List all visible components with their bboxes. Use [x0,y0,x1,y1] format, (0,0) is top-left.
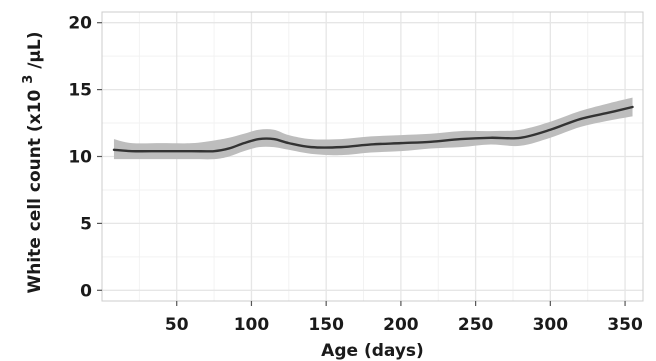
y-tick-label: 0 [80,281,92,301]
x-tick-label: 100 [234,315,270,335]
x-tick-label: 150 [308,315,344,335]
y-axis-label: White cell count (x10 3 /µL) [17,31,45,293]
y-tick-labels: 0 5 10 15 20 [68,14,102,301]
y-tick-label: 20 [68,14,92,34]
y-tick-label: 10 [68,148,92,168]
trend-line [112,105,634,153]
x-tick-labels: 50 100 150 200 250 300 350 [165,301,643,335]
y-axis-label-unit: /µL) [25,31,45,68]
y-axis-label-exponent: 3 [21,75,36,84]
y-axis-label-main: White cell count (x10 [25,90,45,294]
y-tick-label: 5 [80,214,92,234]
x-tick-label: 50 [165,315,189,335]
x-tick-label: 200 [383,315,419,335]
x-tick-label: 250 [458,315,494,335]
x-axis-label: Age (days) [321,341,424,361]
x-tick-label: 350 [607,315,643,335]
y-tick-label: 15 [68,81,92,101]
x-tick-label: 300 [533,315,569,335]
